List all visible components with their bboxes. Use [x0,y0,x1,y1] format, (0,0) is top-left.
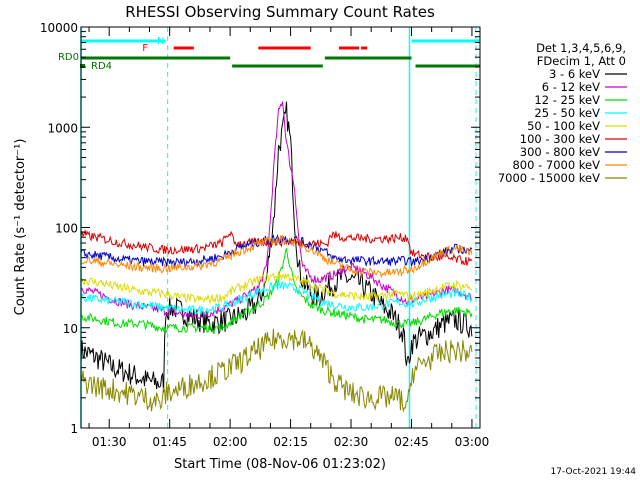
y-tick-label-2: 10 [63,322,78,336]
series-line-8 [80,235,473,279]
y-tick-label-3: 100 [55,222,78,236]
annotation-layer: NF RD0 RD4 [58,27,480,428]
legend-label-3: 12 - 25 keV [534,93,600,107]
axes-layer: 1 10 100 1000 10000 01:30 01:45 02:00 02:15 02:30… [40,21,489,449]
legend-label-6: 100 - 300 keV [520,132,600,146]
timestamp-label: 17-Oct-2021 19:44 [551,467,637,477]
x-tick-label-7: 03:00 [455,435,490,449]
y-tick-label-5: 10000 [40,21,78,35]
marker-label-n: N [157,36,164,47]
series-line-3 [80,248,473,334]
x-tick-label-4: 02:15 [273,435,308,449]
legend-layer: Det 1,3,4,5,6,9,FDecim 1, Att 03 - 6 keV… [498,41,627,185]
legend-label-9: 7000 - 15000 keV [498,171,600,185]
x-tick-label-2: 01:45 [152,435,187,449]
legend-label-2: 6 - 12 keV [542,80,600,94]
chart-title: RHESSI Observing Summary Count Rates [125,3,435,21]
y-tick-label-4: 1000 [47,121,78,135]
x-tick-label-6: 02:45 [394,435,429,449]
x-tick-label-5: 02:30 [334,435,369,449]
y-tick-label-1: 1 [70,422,78,436]
y-axis-label: Count Rate (s⁻¹ detector⁻¹) [13,139,28,316]
marker-label-rd4: RD4 [91,61,112,72]
series-line-5 [80,271,473,305]
series-layer [80,101,473,413]
legend-label-7: 300 - 800 keV [520,145,600,159]
x-tick-label-1: 01:30 [92,435,127,449]
x-tick-label-3: 02:00 [213,435,248,449]
series-line-9 [80,328,473,413]
series-line-7 [80,233,473,268]
legend-label-4: 25 - 50 keV [534,106,600,120]
marker-label-f: F [142,43,148,54]
legend-header-2: FDecim 1, Att 0 [537,54,626,68]
series-line-4 [80,280,473,315]
legend-label-1: 3 - 6 keV [549,67,600,81]
marker-label-rd0: RD0 [58,52,79,63]
legend-header-1: Det 1,3,4,5,6,9, [536,41,626,55]
x-axis-label: Start Time (08-Nov-06 01:23:02) [174,457,386,472]
series-line-1 [80,101,473,393]
legend-label-5: 50 - 100 keV [527,119,600,133]
rd4-marker [80,64,85,68]
series-line-6 [80,229,473,266]
legend-label-8: 800 - 7000 keV [512,158,600,172]
